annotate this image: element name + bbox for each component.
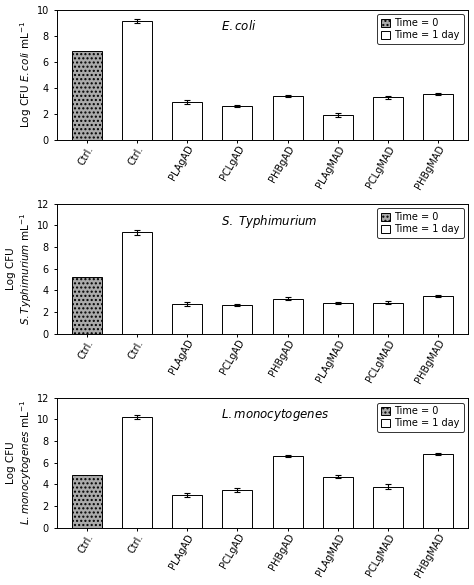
Bar: [373, 303, 403, 334]
Bar: [273, 96, 303, 140]
Bar: [72, 51, 102, 140]
Bar: [72, 277, 102, 334]
Y-axis label: Log CFU $\it{E. coli}$ mL$^{-1}$: Log CFU $\it{E. coli}$ mL$^{-1}$: [18, 21, 34, 128]
Bar: [373, 487, 403, 528]
Bar: [122, 232, 152, 334]
Bar: [273, 456, 303, 528]
Legend: Time = 0, Time = 1 day: Time = 0, Time = 1 day: [377, 15, 464, 44]
Y-axis label: Log CFU
$\it{L. monocytogenes}$ mL$^{-1}$: Log CFU $\it{L. monocytogenes}$ mL$^{-1}…: [6, 400, 34, 525]
Bar: [122, 21, 152, 140]
Legend: Time = 0, Time = 1 day: Time = 0, Time = 1 day: [377, 208, 464, 238]
Bar: [323, 477, 353, 528]
Bar: [172, 304, 202, 334]
Legend: Time = 0, Time = 1 day: Time = 0, Time = 1 day: [377, 402, 464, 432]
Bar: [222, 305, 253, 334]
Bar: [323, 115, 353, 140]
Y-axis label: Log CFU
$\it{S. Typhimurium}$ mL$^{-1}$: Log CFU $\it{S. Typhimurium}$ mL$^{-1}$: [6, 212, 34, 325]
Bar: [423, 454, 453, 528]
Text: $\it{L. monocytogenes}$: $\it{L. monocytogenes}$: [221, 407, 329, 423]
Bar: [423, 296, 453, 334]
Bar: [72, 474, 102, 528]
Bar: [222, 106, 253, 140]
Bar: [323, 303, 353, 334]
Text: $\it{S.}$ $\it{Typhimurium}$: $\it{S.}$ $\it{Typhimurium}$: [221, 213, 318, 230]
Bar: [172, 102, 202, 140]
Bar: [122, 417, 152, 528]
Bar: [273, 298, 303, 334]
Bar: [222, 490, 253, 528]
Bar: [423, 94, 453, 140]
Bar: [373, 97, 403, 140]
Text: $\it{E. coli}$: $\it{E. coli}$: [221, 19, 257, 33]
Bar: [172, 495, 202, 528]
